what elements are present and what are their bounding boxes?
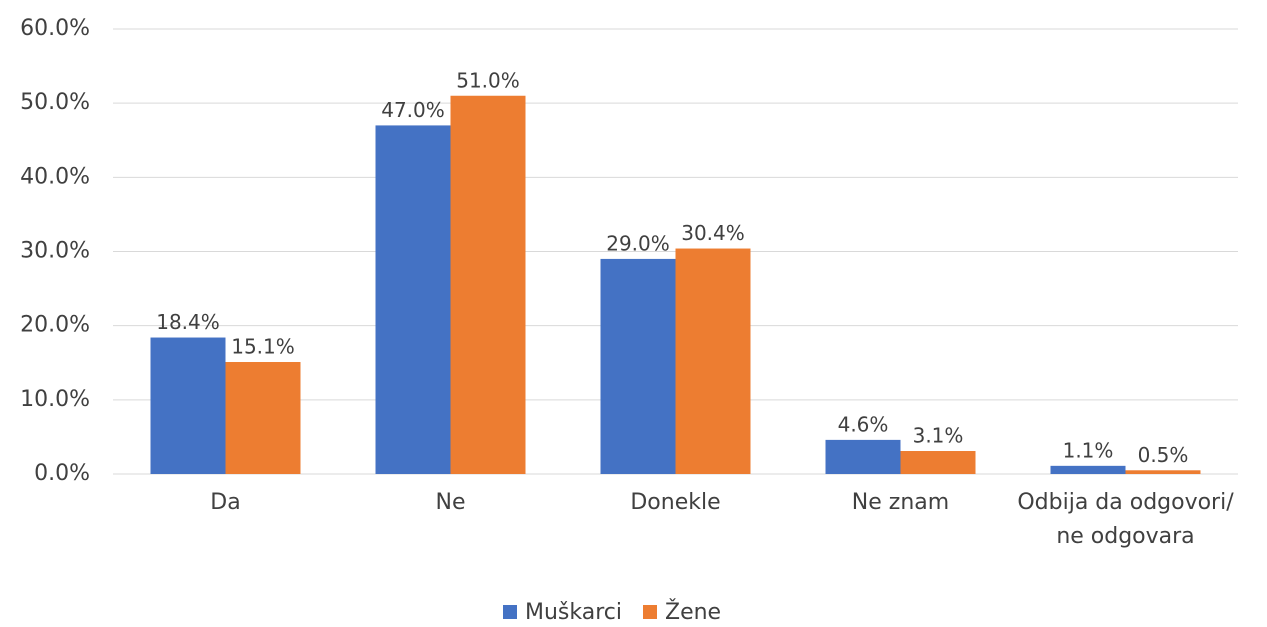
x-tick-label: Da <box>210 490 240 515</box>
bar <box>225 362 301 474</box>
x-tick-label: Ne znam <box>852 490 949 515</box>
value-label: 51.0% <box>456 68 520 92</box>
bar <box>150 337 226 474</box>
y-tick-label: 40.0% <box>20 164 90 189</box>
value-label: 3.1% <box>913 424 964 448</box>
y-tick-label: 0.0% <box>34 461 90 486</box>
bar <box>600 258 676 474</box>
bar <box>1050 465 1126 474</box>
y-tick-label: 50.0% <box>20 90 90 115</box>
y-tick-label: 20.0% <box>20 313 90 338</box>
value-label: 0.5% <box>1138 443 1189 467</box>
x-tick-label: Donekle <box>630 490 720 515</box>
y-tick-label: 60.0% <box>20 16 90 41</box>
legend-swatch <box>503 605 517 619</box>
value-label: 4.6% <box>838 412 889 436</box>
bar <box>825 439 901 474</box>
y-tick-label: 10.0% <box>20 387 90 412</box>
value-label: 30.4% <box>681 221 745 245</box>
x-tick-label: Odbija da odgovori/ne odgovara <box>1017 490 1234 549</box>
x-tick-label: Ne <box>436 490 466 515</box>
bar <box>1125 470 1201 474</box>
legend-swatch <box>643 605 657 619</box>
legend-label: Žene <box>665 599 721 625</box>
legend-label: Muškarci <box>525 600 622 625</box>
value-label: 18.4% <box>156 310 220 334</box>
value-label: 29.0% <box>606 231 670 255</box>
bar <box>450 95 526 474</box>
value-label: 1.1% <box>1063 438 1114 462</box>
bar <box>375 125 451 475</box>
bar <box>900 451 976 474</box>
bar <box>675 248 751 474</box>
value-label: 47.0% <box>381 98 445 122</box>
value-label: 15.1% <box>231 335 295 359</box>
y-tick-label: 30.0% <box>20 239 90 264</box>
